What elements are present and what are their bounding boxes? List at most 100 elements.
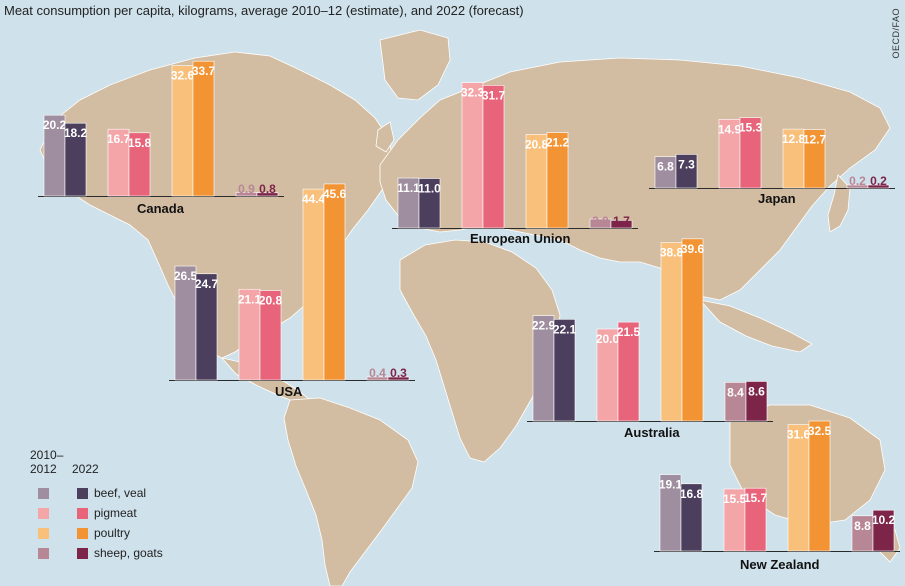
- data-label: 39.6: [681, 242, 705, 256]
- bar-sheep-goats-new: [867, 184, 890, 189]
- data-label: 8.8: [854, 519, 871, 533]
- legend-swatch-new: [77, 528, 88, 539]
- data-label: 10.2: [872, 513, 896, 527]
- source-credit: OECD/FAO: [891, 8, 901, 59]
- bar-sheep-goats-new: [387, 376, 410, 381]
- bar-pigmeat-new: [259, 290, 282, 381]
- data-label: 24.7: [195, 277, 219, 291]
- legend-swatch-old: [38, 528, 49, 539]
- bar-beef-veal-new: [680, 483, 703, 552]
- legend-label: beef, veal: [94, 486, 147, 500]
- bar-pigmeat-new: [739, 117, 762, 189]
- southeast-asia-islands: [698, 299, 813, 353]
- chart-canada: 20.218.2 16.715.8 32.633.7 0.9 0.8 Canada: [38, 60, 284, 216]
- data-label: 20.2: [43, 118, 67, 132]
- legend-swatch-new: [77, 508, 88, 519]
- legend-swatch-old: [38, 488, 49, 499]
- bar-beef-veal-new: [675, 154, 698, 189]
- bar-pigmeat-new: [744, 487, 767, 552]
- bar-poultry-old: [302, 188, 325, 381]
- bar-beef-veal-new: [418, 178, 441, 229]
- data-label: 8.4: [727, 385, 744, 399]
- bar-beef-veal-new: [195, 273, 218, 381]
- data-label: 16.7: [107, 132, 131, 146]
- bar-beef-veal-old: [174, 265, 197, 381]
- data-label: 21.2: [546, 136, 570, 150]
- south-america-landmass: [283, 397, 419, 586]
- bar-poultry-new: [323, 183, 346, 381]
- bar-sheep-goats-new: [745, 381, 768, 422]
- region-label: Japan: [758, 191, 796, 206]
- data-label: 32.6: [171, 69, 195, 83]
- data-label: 0.8: [259, 182, 276, 196]
- bar-sheep-goats-new: [872, 509, 895, 552]
- bar-pigmeat-new: [128, 132, 151, 197]
- region-label: Canada: [137, 201, 185, 216]
- data-label: 22.1: [553, 322, 577, 336]
- data-label: 45.6: [323, 187, 347, 201]
- region-label: Australia: [624, 425, 680, 440]
- bar-beef-veal-new: [64, 122, 87, 197]
- legend-period-new: 2022: [72, 462, 99, 476]
- japan-landmass: [827, 174, 851, 233]
- data-label: 38.8: [660, 246, 684, 260]
- bar-pigmeat-old: [461, 82, 484, 229]
- data-label: 20.0: [596, 332, 620, 346]
- data-label: 12.8: [782, 132, 806, 146]
- bar-poultry-new: [546, 132, 569, 229]
- chart-groups: 20.218.2 16.715.8 32.633.7 0.9 0.8 Canada 26.5…: [38, 60, 900, 572]
- data-label: 31.7: [482, 88, 506, 102]
- region-label: European Union: [470, 231, 570, 246]
- legend-period-old: 2010– 2012: [30, 448, 64, 476]
- chart-title: Meat consumption per capita, kilograms, …: [4, 3, 524, 18]
- data-label: 18.2: [64, 126, 88, 140]
- legend-swatch-old: [38, 508, 49, 519]
- data-label: 20.8: [259, 294, 283, 308]
- chart-european-union: 11.111.0 32.331.7 20.821.2 2.0 1.7 European U…: [392, 82, 638, 246]
- data-label: 0.9: [238, 182, 255, 196]
- data-label: 12.7: [803, 133, 827, 147]
- data-label: 15.5: [723, 492, 747, 506]
- region-label: USA: [275, 384, 303, 399]
- data-label: 2.0: [592, 214, 609, 228]
- data-label: 44.4: [302, 192, 326, 206]
- greenland-landmass: [379, 29, 451, 101]
- data-label: 19.1: [659, 478, 683, 492]
- bar-pigmeat-new: [617, 321, 640, 422]
- data-label: 6.8: [657, 160, 674, 174]
- data-label: 21.1: [238, 292, 262, 306]
- data-label: 8.6: [748, 384, 765, 398]
- data-label: 31.6: [787, 428, 811, 442]
- data-label: 7.3: [678, 157, 695, 171]
- data-label: 15.8: [128, 136, 152, 150]
- chart-australia: 22.922.1 20.021.5 38.839.6 8.4 8.6 Australia: [527, 238, 773, 440]
- data-label: 14.9: [718, 122, 742, 136]
- chart-japan: 6.8 7.3 14.915.3 12.812.7 0.2 0.2 Japan: [649, 117, 895, 206]
- bar-poultry-new: [192, 60, 215, 197]
- bar-sheep-goats-new: [256, 192, 279, 197]
- bar-poultry-old: [660, 242, 683, 422]
- chart-usa: 26.524.7 21.120.8 44.445.6 0.4 0.3 USA: [169, 183, 415, 399]
- data-label: 26.5: [174, 269, 198, 283]
- bar-pigmeat-new: [482, 85, 505, 229]
- legend-swatch-new: [77, 548, 88, 559]
- data-label: 0.2: [849, 174, 866, 188]
- bar-beef-veal-new: [553, 319, 576, 422]
- data-label: 15.7: [744, 491, 768, 505]
- data-label: 16.8: [680, 487, 704, 501]
- region-label: New Zealand: [740, 557, 820, 572]
- bar-poultry-old: [787, 424, 810, 552]
- data-label: 0.2: [870, 174, 887, 188]
- legend-label: sheep, goats: [94, 546, 163, 560]
- data-label: 33.7: [192, 64, 216, 78]
- data-label: 1.7: [613, 214, 630, 228]
- data-label: 15.3: [739, 121, 763, 135]
- bar-poultry-old: [171, 65, 194, 197]
- legend-label: poultry: [94, 526, 131, 540]
- data-label: 11.1: [397, 181, 420, 195]
- legend-swatch-old: [38, 548, 49, 559]
- legend-label: pigmeat: [94, 506, 137, 520]
- data-label: 21.5: [617, 325, 641, 339]
